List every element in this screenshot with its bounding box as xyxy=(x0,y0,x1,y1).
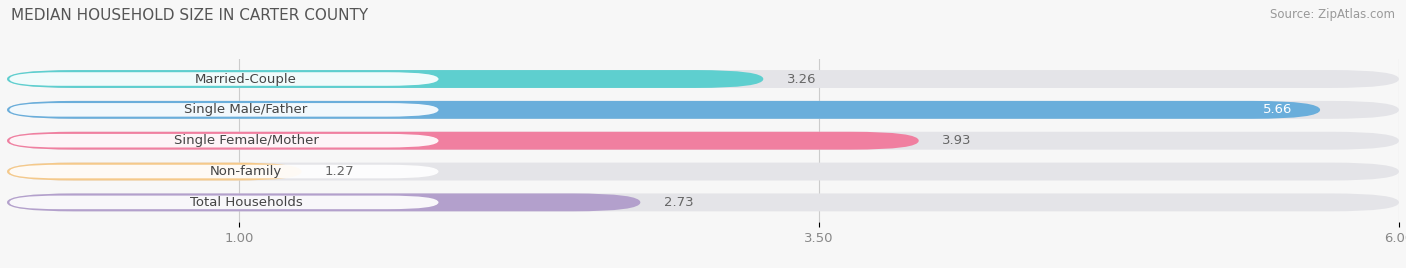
FancyBboxPatch shape xyxy=(7,101,1399,119)
Text: 3.26: 3.26 xyxy=(786,73,815,85)
FancyBboxPatch shape xyxy=(7,193,640,211)
FancyBboxPatch shape xyxy=(7,163,1399,180)
FancyBboxPatch shape xyxy=(7,70,763,88)
Text: MEDIAN HOUSEHOLD SIZE IN CARTER COUNTY: MEDIAN HOUSEHOLD SIZE IN CARTER COUNTY xyxy=(11,8,368,23)
Text: 3.93: 3.93 xyxy=(942,134,972,147)
Text: 1.27: 1.27 xyxy=(325,165,354,178)
FancyBboxPatch shape xyxy=(7,101,1320,119)
FancyBboxPatch shape xyxy=(10,72,439,86)
FancyBboxPatch shape xyxy=(7,163,302,180)
Text: Married-Couple: Married-Couple xyxy=(195,73,297,85)
Text: Total Households: Total Households xyxy=(190,196,302,209)
Text: Non-family: Non-family xyxy=(209,165,283,178)
FancyBboxPatch shape xyxy=(10,165,439,178)
Text: Single Male/Father: Single Male/Father xyxy=(184,103,308,116)
Text: Single Female/Mother: Single Female/Mother xyxy=(173,134,318,147)
Text: 5.66: 5.66 xyxy=(1263,103,1292,116)
FancyBboxPatch shape xyxy=(10,103,439,117)
FancyBboxPatch shape xyxy=(7,193,1399,211)
FancyBboxPatch shape xyxy=(7,132,1399,150)
FancyBboxPatch shape xyxy=(10,196,439,209)
FancyBboxPatch shape xyxy=(7,70,1399,88)
FancyBboxPatch shape xyxy=(10,134,439,147)
Text: 2.73: 2.73 xyxy=(664,196,693,209)
FancyBboxPatch shape xyxy=(7,132,918,150)
Text: Source: ZipAtlas.com: Source: ZipAtlas.com xyxy=(1270,8,1395,21)
